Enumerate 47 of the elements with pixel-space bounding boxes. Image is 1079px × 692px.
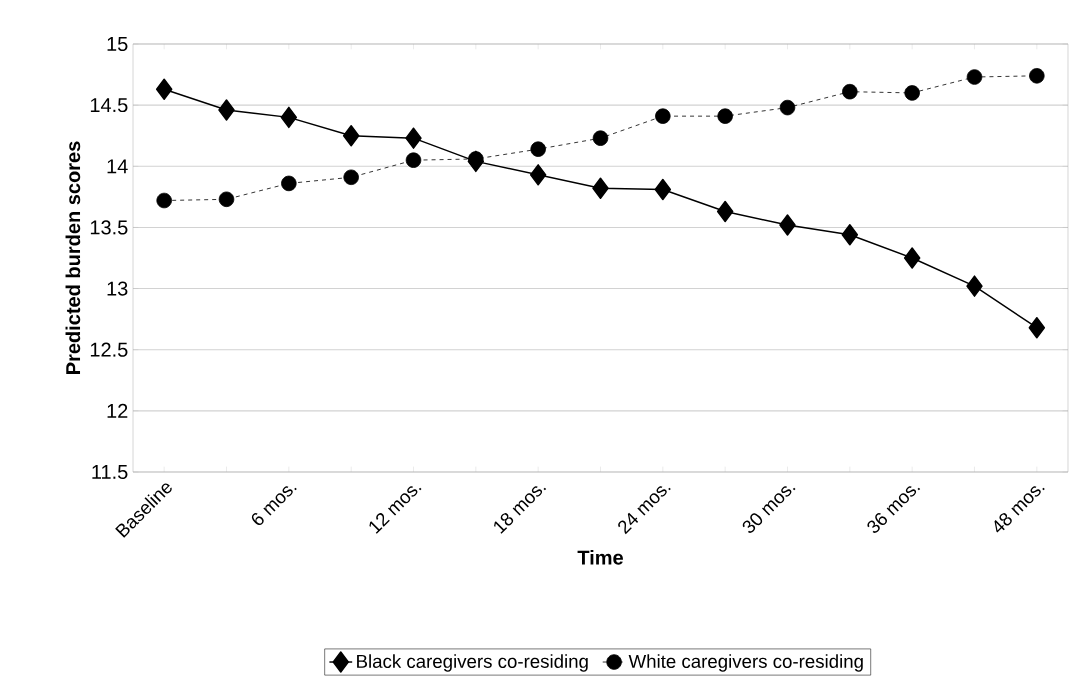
y-tick-label: 13.5 [90, 220, 128, 235]
point [343, 169, 359, 186]
point [779, 214, 796, 236]
point [716, 200, 734, 223]
point [717, 108, 733, 124]
point [155, 78, 173, 100]
x-tick-label: 24 mos. [618, 486, 671, 535]
point [654, 178, 672, 201]
point [779, 99, 796, 116]
y-axis-title: Predicted burden scores [65, 141, 81, 374]
point [280, 106, 298, 129]
point [405, 152, 422, 168]
point [841, 224, 859, 246]
x-tick-label: 48 mos. [994, 486, 1045, 533]
point [529, 164, 547, 186]
y-tick-label: 15 [107, 37, 128, 51]
x-tick-label: 36 mos. [867, 486, 921, 533]
point [1029, 68, 1045, 84]
point [405, 127, 422, 149]
y-tick-label: 13 [107, 281, 128, 296]
y-tick-label: 12 [107, 403, 128, 418]
point [966, 69, 983, 85]
x-tick-label: 12 mos. [369, 486, 422, 534]
point [1028, 316, 1046, 339]
legend-label: Black caregivers co-residing [357, 654, 588, 672]
x-axis-title: Time [577, 549, 623, 565]
point [530, 141, 546, 157]
point [966, 275, 983, 297]
point [218, 191, 235, 208]
y-tick-label: 12.5 [90, 342, 128, 357]
point [655, 108, 671, 124]
legend-label: White caregivers co-residing [628, 654, 863, 672]
point [342, 124, 360, 147]
y-tick-label: 14 [107, 159, 128, 174]
y-tick-label: 11.5 [92, 465, 128, 479]
point [156, 192, 172, 209]
point [904, 85, 920, 101]
point [218, 99, 235, 121]
x-tick-label: 30 mos. [742, 486, 796, 533]
point [592, 177, 609, 200]
point [903, 247, 921, 269]
point [592, 130, 609, 146]
x-tick-label: 6 mos. [251, 486, 297, 526]
point [281, 175, 297, 192]
y-tick-label: 14.5 [90, 98, 128, 113]
x-tick-label: 18 mos. [494, 486, 547, 534]
point [842, 83, 858, 100]
